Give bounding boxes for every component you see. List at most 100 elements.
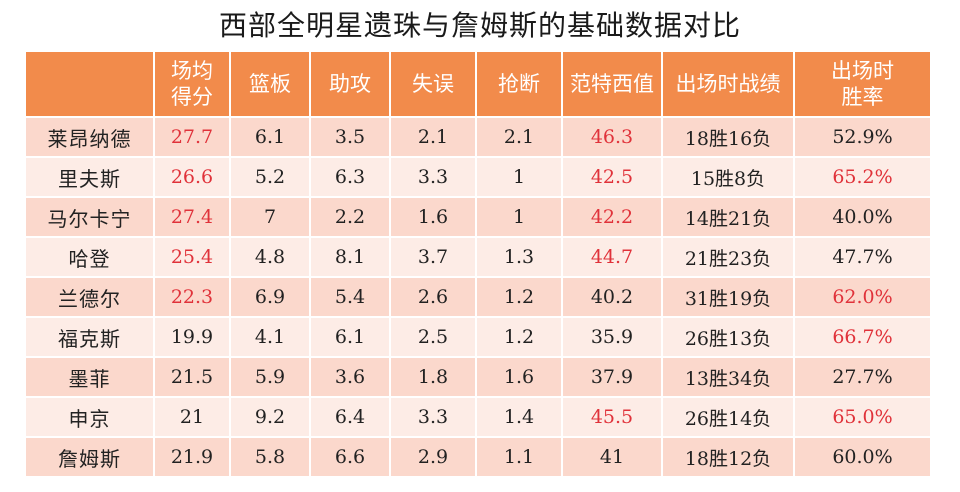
cell-win-pct: 40.0% — [794, 197, 930, 238]
cell-record: 18胜12负 — [662, 437, 795, 478]
table-row: 兰德尔 22.3 6.9 5.4 2.6 1.2 40.2 31胜19负 62.0% — [26, 277, 930, 318]
player-name: 莱昂纳德 — [26, 117, 155, 158]
cell-win-pct: 66.7% — [794, 317, 930, 358]
cell-fantasy: 46.3 — [562, 117, 663, 158]
header-ppg: 场均 得分 — [154, 52, 231, 118]
cell-record: 31胜19负 — [662, 277, 795, 318]
cell-ppg: 19.9 — [154, 317, 231, 358]
cell-win-pct: 27.7% — [794, 357, 930, 398]
cell-steals: 1.3 — [476, 237, 563, 278]
cell-ppg: 21 — [154, 397, 231, 438]
table-row: 里夫斯 26.6 5.2 6.3 3.3 1 42.5 15胜8负 65.2% — [26, 157, 930, 198]
cell-win-pct: 60.0% — [794, 437, 930, 478]
cell-ppg: 27.4 — [154, 197, 231, 238]
cell-turnovers: 3.3 — [390, 157, 477, 198]
table-row: 墨菲 21.5 5.9 3.6 1.8 1.6 37.9 13胜34负 27.7% — [26, 357, 930, 398]
player-name: 兰德尔 — [26, 277, 155, 318]
cell-win-pct: 47.7% — [794, 237, 930, 278]
player-name: 申京 — [26, 397, 155, 438]
cell-rebounds: 4.1 — [230, 317, 311, 358]
cell-turnovers: 1.8 — [390, 357, 477, 398]
player-name: 哈登 — [26, 237, 155, 278]
cell-steals: 1 — [476, 157, 563, 198]
cell-fantasy: 40.2 — [562, 277, 663, 318]
cell-assists: 6.6 — [310, 437, 391, 478]
player-name: 福克斯 — [26, 317, 155, 358]
cell-win-pct: 52.9% — [794, 117, 930, 158]
table-row: 福克斯 19.9 4.1 6.1 2.5 1.2 35.9 26胜13负 66.7% — [26, 317, 930, 358]
chart-title: 西部全明星遗珠与詹姆斯的基础数据对比 — [218, 9, 741, 42]
cell-steals: 1.1 — [476, 437, 563, 478]
header-rebounds: 篮板 — [230, 52, 311, 118]
cell-steals: 1 — [476, 197, 563, 238]
cell-record: 18胜16负 — [662, 117, 795, 158]
player-name: 马尔卡宁 — [26, 197, 155, 238]
cell-steals: 1.4 — [476, 397, 563, 438]
player-name: 詹姆斯 — [26, 437, 155, 478]
stats-table: 场均 得分 篮板 助攻 失误 抢断 范特西值 出场时战绩 出场时 胜率 莱昂纳德 27.7 6.1 3.… — [26, 52, 930, 478]
cell-fantasy: 41 — [562, 437, 663, 478]
cell-turnovers: 2.9 — [390, 437, 477, 478]
header-record: 出场时战绩 — [662, 52, 795, 118]
cell-record: 14胜21负 — [662, 197, 795, 238]
cell-assists: 3.5 — [310, 117, 391, 158]
cell-record: 21胜23负 — [662, 237, 795, 278]
cell-ppg: 21.5 — [154, 357, 231, 398]
cell-fantasy: 42.2 — [562, 197, 663, 238]
player-name: 墨菲 — [26, 357, 155, 398]
cell-turnovers: 3.7 — [390, 237, 477, 278]
cell-record: 15胜8负 — [662, 157, 795, 198]
header-fantasy: 范特西值 — [562, 52, 663, 118]
cell-fantasy: 37.9 — [562, 357, 663, 398]
table-row: 马尔卡宁 27.4 7 2.2 1.6 1 42.2 14胜21负 40.0% — [26, 197, 930, 238]
cell-rebounds: 5.8 — [230, 437, 311, 478]
cell-turnovers: 2.1 — [390, 117, 477, 158]
cell-ppg: 27.7 — [154, 117, 231, 158]
player-name: 里夫斯 — [26, 157, 155, 198]
cell-win-pct: 65.2% — [794, 157, 930, 198]
cell-win-pct: 62.0% — [794, 277, 930, 318]
cell-rebounds: 4.8 — [230, 237, 311, 278]
cell-turnovers: 2.5 — [390, 317, 477, 358]
cell-ppg: 22.3 — [154, 277, 231, 318]
cell-rebounds: 6.1 — [230, 117, 311, 158]
table-row: 哈登 25.4 4.8 8.1 3.7 1.3 44.7 21胜23负 47.7% — [26, 237, 930, 278]
cell-turnovers: 3.3 — [390, 397, 477, 438]
cell-rebounds: 6.9 — [230, 277, 311, 318]
table-row: 申京 21 9.2 6.4 3.3 1.4 45.5 26胜14负 65.0% — [26, 397, 930, 438]
cell-fantasy: 45.5 — [562, 397, 663, 438]
cell-turnovers: 2.6 — [390, 277, 477, 318]
header-turnovers: 失误 — [390, 52, 477, 118]
cell-ppg: 25.4 — [154, 237, 231, 278]
table-row: 詹姆斯 21.9 5.8 6.6 2.9 1.1 41 18胜12负 60.0% — [26, 437, 930, 478]
cell-rebounds: 5.2 — [230, 157, 311, 198]
cell-record: 26胜13负 — [662, 317, 795, 358]
cell-rebounds: 7 — [230, 197, 311, 238]
cell-record: 13胜34负 — [662, 357, 795, 398]
cell-steals: 2.1 — [476, 117, 563, 158]
cell-turnovers: 1.6 — [390, 197, 477, 238]
header-steals: 抢断 — [476, 52, 563, 118]
cell-steals: 1.2 — [476, 317, 563, 358]
cell-assists: 3.6 — [310, 357, 391, 398]
cell-assists: 6.4 — [310, 397, 391, 438]
cell-ppg: 21.9 — [154, 437, 231, 478]
cell-rebounds: 9.2 — [230, 397, 311, 438]
cell-ppg: 26.6 — [154, 157, 231, 198]
cell-fantasy: 35.9 — [562, 317, 663, 358]
cell-fantasy: 44.7 — [562, 237, 663, 278]
cell-assists: 2.2 — [310, 197, 391, 238]
cell-win-pct: 65.0% — [794, 397, 930, 438]
cell-rebounds: 5.9 — [230, 357, 311, 398]
cell-record: 26胜14负 — [662, 397, 795, 438]
cell-steals: 1.2 — [476, 277, 563, 318]
header-row: 场均 得分 篮板 助攻 失误 抢断 范特西值 出场时战绩 出场时 胜率 — [26, 52, 930, 118]
cell-assists: 6.1 — [310, 317, 391, 358]
corner-cell — [26, 52, 155, 118]
table-row: 莱昂纳德 27.7 6.1 3.5 2.1 2.1 46.3 18胜16负 52.9% — [26, 117, 930, 158]
cell-assists: 5.4 — [310, 277, 391, 318]
table-body: 莱昂纳德 27.7 6.1 3.5 2.1 2.1 46.3 18胜16负 52.9% 里夫斯 26… — [26, 117, 930, 478]
header-win-pct: 出场时 胜率 — [794, 52, 930, 118]
cell-steals: 1.6 — [476, 357, 563, 398]
cell-assists: 8.1 — [310, 237, 391, 278]
